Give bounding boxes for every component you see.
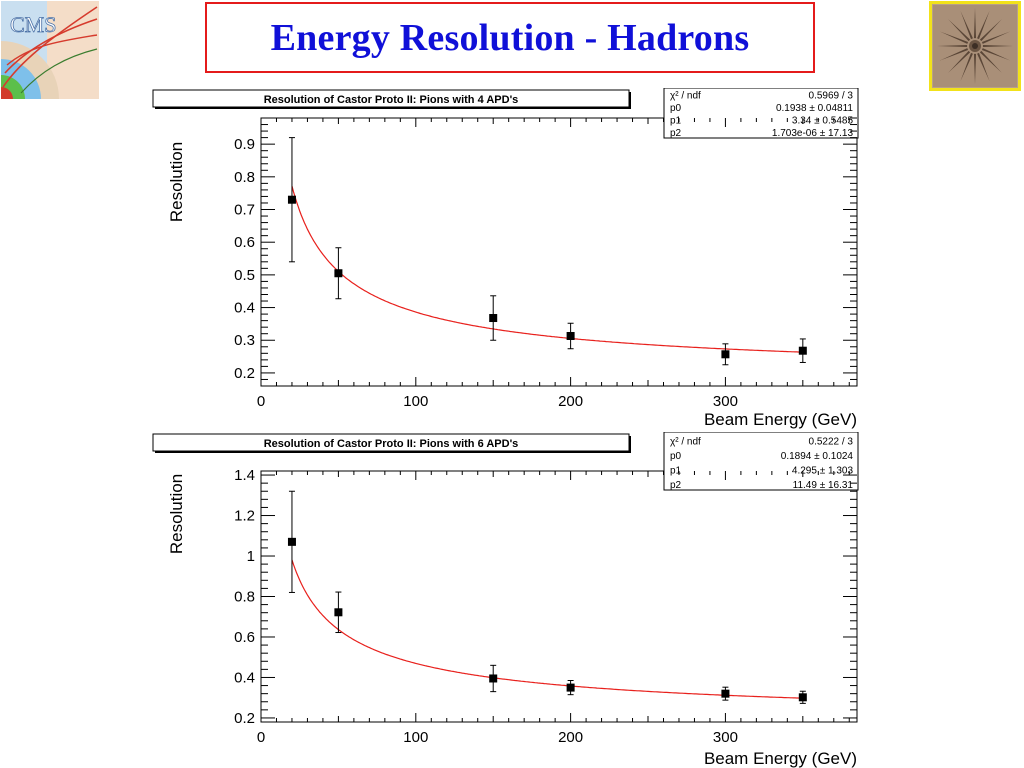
- y-tick-label: 0.8: [234, 589, 255, 606]
- y-tick-label: 0.4: [234, 669, 255, 686]
- x-tick-label: 200: [558, 729, 583, 746]
- plot-frame: [260, 117, 858, 387]
- resolution-chart-4apd: Resolution of Castor Proto II: Pions wit…: [152, 88, 859, 429]
- stats-label: p2: [670, 128, 682, 139]
- y-tick-label: 0.9: [234, 136, 255, 153]
- data-point: [798, 346, 807, 355]
- page-title: Energy Resolution - Hadrons: [270, 16, 750, 59]
- y-tick-label: 0.2: [234, 365, 255, 382]
- y-tick-label: 0.7: [234, 202, 255, 219]
- data-point: [489, 674, 498, 683]
- sun-emblem-logo: [929, 1, 1021, 91]
- stats-box: [663, 88, 859, 139]
- stats-value: 0.5969 / 3: [809, 91, 854, 102]
- logo-cms-text: CMS: [10, 12, 56, 37]
- y-axis-label: Resolution: [167, 142, 186, 222]
- data-point: [334, 608, 343, 617]
- sun-ray: [960, 10, 973, 40]
- stats-label: p1: [670, 116, 682, 127]
- sun-ray: [979, 19, 1002, 42]
- plot-frame: [260, 470, 858, 723]
- y-tick-label: 0.6: [234, 234, 255, 251]
- stats-value: 3.34 ± 0.5485: [792, 116, 854, 127]
- sun-ray: [960, 52, 973, 82]
- stats-value: 0.1894 ± 0.1024: [781, 451, 854, 462]
- y-tick-label: 1.4: [234, 467, 255, 484]
- sun-ray: [973, 8, 977, 39]
- sun-ray: [979, 50, 1002, 73]
- data-point: [721, 689, 730, 698]
- sun-ray: [981, 31, 1011, 44]
- stats-label: p0: [670, 451, 682, 462]
- fit-curve: [291, 559, 803, 699]
- fit-curve: [291, 185, 803, 353]
- title-box: [152, 89, 630, 108]
- y-tick-label: 0.5: [234, 267, 255, 284]
- sun-ray: [981, 48, 1011, 61]
- data-point: [287, 537, 296, 546]
- stats-box: [663, 432, 859, 491]
- stats-label: p0: [670, 103, 682, 114]
- data-point: [566, 331, 575, 340]
- x-tick-label: 300: [713, 729, 738, 746]
- x-tick-label: 100: [403, 393, 428, 410]
- chart-panel-6apd: Resolution of Castor Proto II: Pions wit…: [150, 432, 1015, 768]
- cms-logo: CMS: [1, 1, 99, 99]
- chart-panel-4apd: Resolution of Castor Proto II: Pions wit…: [150, 88, 1015, 433]
- data-point: [798, 693, 807, 702]
- x-axis-label: Beam Energy (GeV): [704, 749, 857, 768]
- y-tick-label: 0.4: [234, 300, 255, 317]
- sun-ray: [977, 52, 990, 82]
- stats-value: 0.1938 ± 0.04811: [776, 103, 853, 114]
- sun-ray: [939, 48, 969, 61]
- y-tick-label: 0.6: [234, 629, 255, 646]
- chart-title: Resolution of Castor Proto II: Pions wit…: [264, 438, 519, 450]
- sun-ray: [939, 31, 969, 44]
- y-tick-label: 1: [247, 548, 255, 565]
- x-tick-label: 0: [257, 729, 265, 746]
- stats-value: 4.295 ± 1.303: [792, 466, 854, 477]
- x-tick-label: 200: [558, 393, 583, 410]
- sun-ray: [948, 19, 971, 42]
- sun-rays: [937, 8, 1013, 84]
- data-point: [334, 269, 343, 278]
- stats-value: 0.5222 / 3: [809, 437, 854, 448]
- stats-value: 1.703e-06 ± 17.13: [772, 128, 854, 139]
- data-point: [287, 195, 296, 204]
- x-tick-label: 100: [403, 729, 428, 746]
- sun-ray: [948, 50, 971, 73]
- stats-label: χ² / ndf: [670, 91, 701, 102]
- y-tick-label: 1.2: [234, 508, 255, 525]
- title-banner: Energy Resolution - Hadrons: [205, 2, 815, 73]
- y-tick-label: 0.3: [234, 332, 255, 349]
- data-point: [721, 350, 730, 359]
- sun-ray: [937, 44, 968, 48]
- y-tick-label: 0.8: [234, 169, 255, 186]
- data-point: [489, 314, 498, 323]
- stats-label: χ² / ndf: [670, 437, 701, 448]
- sun-ray: [973, 53, 977, 84]
- stats-label: p2: [670, 480, 682, 491]
- data-point: [566, 683, 575, 692]
- resolution-chart-6apd: Resolution of Castor Proto II: Pions wit…: [152, 432, 859, 768]
- x-axis-label: Beam Energy (GeV): [704, 410, 857, 429]
- chart-title: Resolution of Castor Proto II: Pions wit…: [264, 94, 519, 106]
- title-box: [152, 433, 630, 452]
- stats-label: p1: [670, 466, 682, 477]
- stats-value: 11.49 ± 16.31: [793, 480, 854, 491]
- y-axis-label: Resolution: [167, 474, 186, 554]
- x-tick-label: 0: [257, 393, 265, 410]
- sun-ray: [977, 10, 990, 40]
- x-tick-label: 300: [713, 393, 738, 410]
- sun-ray: [982, 44, 1013, 48]
- y-tick-label: 0.2: [234, 710, 255, 727]
